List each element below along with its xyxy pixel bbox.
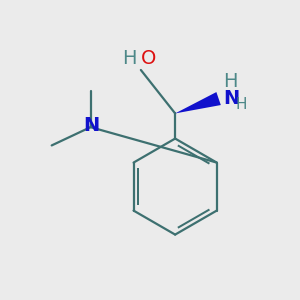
Text: H: H [223, 72, 238, 91]
Text: N: N [223, 89, 239, 108]
Text: N: N [84, 116, 100, 136]
Text: H: H [236, 97, 247, 112]
Text: H: H [122, 49, 136, 68]
Polygon shape [175, 92, 221, 113]
Text: O: O [141, 49, 156, 68]
